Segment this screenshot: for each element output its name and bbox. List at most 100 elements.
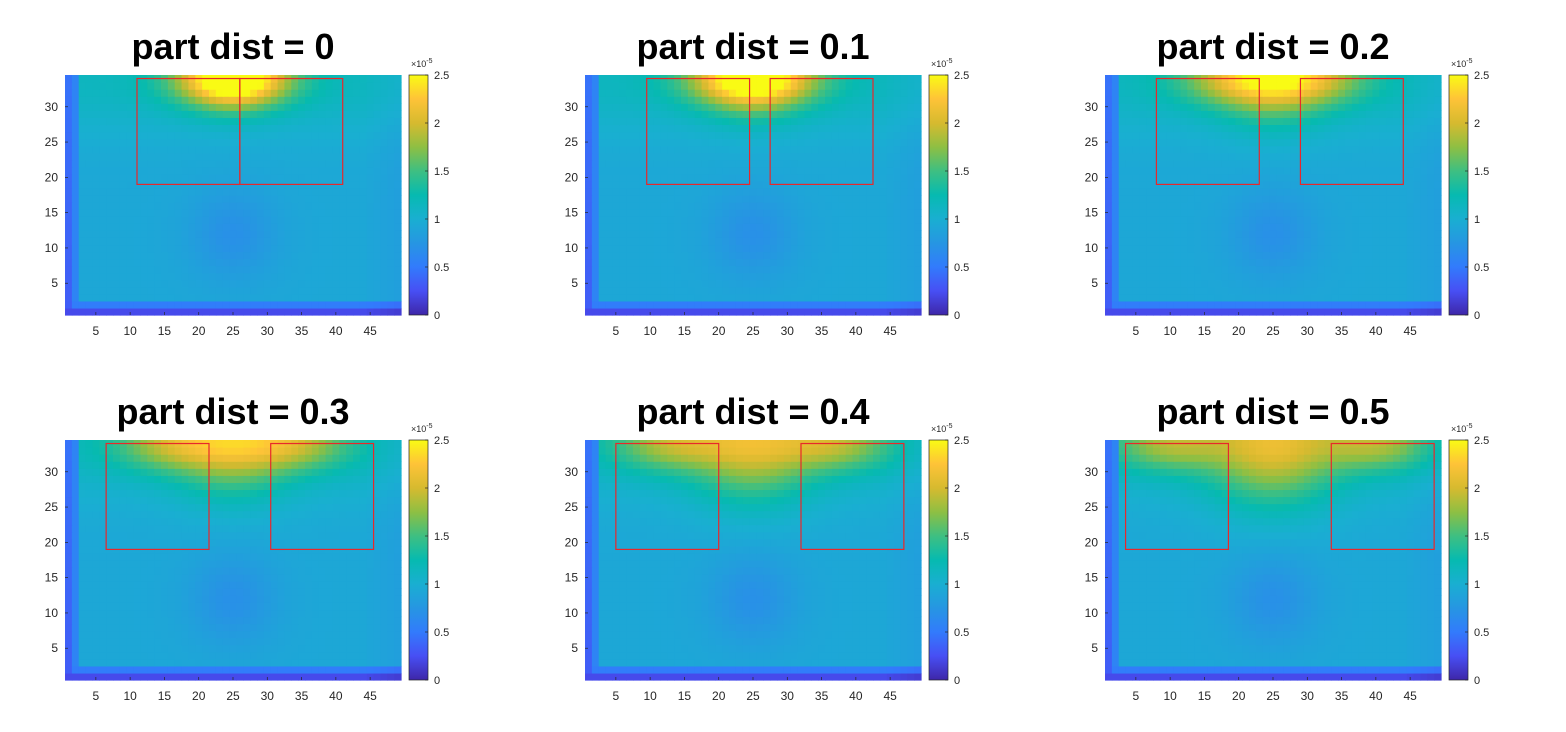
- heatmap-cell: [1269, 131, 1278, 140]
- heatmap-cell: [161, 244, 169, 253]
- heatmap-cell: [681, 159, 689, 168]
- heatmap-cell: [790, 223, 799, 231]
- x-tick-label: 25: [226, 324, 240, 338]
- heatmap-cell: [291, 131, 299, 140]
- heatmap-cell: [140, 89, 148, 97]
- heatmap-cell: [667, 216, 675, 224]
- heatmap-cell: [1317, 300, 1326, 309]
- heatmap-cell: [1139, 202, 1147, 210]
- heatmap-cell: [866, 258, 874, 267]
- heatmap-cell: [305, 89, 313, 97]
- heatmap-cell: [626, 244, 634, 253]
- heatmap-cell: [1201, 202, 1209, 210]
- heatmap-cell: [818, 251, 826, 260]
- heatmap-cell: [797, 265, 806, 274]
- heatmap-cell: [366, 286, 375, 295]
- heatmap-cell: [1379, 251, 1387, 260]
- heatmap-cell: [790, 159, 799, 168]
- heatmap-cell: [1406, 272, 1415, 281]
- heatmap-cell: [639, 286, 648, 295]
- heatmap-cell: [1351, 89, 1360, 97]
- heatmap-cell: [646, 145, 655, 154]
- heatmap-cell: [859, 202, 867, 210]
- heatmap-cell: [1317, 117, 1326, 126]
- heatmap-cell: [85, 237, 94, 246]
- heatmap-cell: [674, 230, 682, 238]
- heatmap-cell: [742, 187, 751, 196]
- heatmap-cell: [893, 195, 902, 203]
- heatmap-cell: [1201, 279, 1209, 288]
- heatmap-cell: [1249, 293, 1257, 302]
- heatmap-cell: [674, 96, 682, 104]
- heatmap-cell: [263, 237, 272, 246]
- heatmap-cell: [1242, 293, 1250, 302]
- heatmap-cell: [886, 110, 895, 118]
- heatmap-cell: [1228, 209, 1236, 217]
- heatmap-cell: [346, 237, 354, 246]
- heatmap-cell: [852, 286, 860, 295]
- heatmap-cell: [85, 75, 94, 83]
- heatmap-cell: [591, 223, 600, 231]
- heatmap-cell: [353, 152, 361, 161]
- heatmap-cell: [284, 272, 292, 281]
- heatmap-cell: [770, 279, 778, 288]
- heatmap-cell: [804, 209, 812, 217]
- heatmap-cell: [167, 166, 176, 175]
- heatmap-cell: [394, 251, 402, 260]
- heatmap-cell: [783, 117, 792, 126]
- heatmap-cell: [1255, 202, 1264, 210]
- heatmap-cell: [1358, 230, 1367, 238]
- heatmap-cell: [65, 279, 73, 288]
- heatmap-cell: [346, 202, 354, 210]
- heatmap-cell: [167, 279, 176, 288]
- heatmap-cell: [1180, 131, 1188, 140]
- heatmap-cell: [311, 138, 320, 147]
- heatmap-cell: [346, 244, 354, 253]
- heatmap-cell: [687, 110, 696, 118]
- heatmap-cell: [1125, 117, 1134, 126]
- heatmap-cell: [1310, 286, 1319, 295]
- heatmap-cell: [763, 89, 771, 97]
- heatmap-cell: [1365, 223, 1374, 231]
- heatmap-cell: [633, 173, 641, 182]
- heatmap-cell: [270, 124, 279, 133]
- heatmap-cell: [653, 202, 662, 210]
- heatmap-cell: [777, 230, 785, 238]
- heatmap-cell: [126, 117, 135, 126]
- heatmap-cell: [1201, 237, 1209, 246]
- heatmap-cell: [681, 166, 689, 175]
- heatmap-cell: [353, 117, 361, 126]
- heatmap-cell: [1303, 124, 1312, 133]
- heatmap-cell: [701, 223, 710, 231]
- heatmap-cell: [373, 131, 382, 140]
- heatmap-cell: [119, 166, 128, 175]
- heatmap-cell: [1303, 89, 1312, 97]
- heatmap-cell: [831, 131, 840, 140]
- heatmap-cell: [1386, 251, 1394, 260]
- heatmap-cell: [660, 286, 668, 295]
- heatmap-cell: [71, 145, 80, 154]
- heatmap-cell: [804, 138, 812, 147]
- heatmap-cell: [78, 124, 87, 133]
- heatmap-cell: [1159, 145, 1168, 154]
- heatmap-cell: [1331, 272, 1339, 281]
- heatmap-cell: [209, 159, 217, 168]
- heatmap-cell: [694, 195, 703, 203]
- heatmap-cell: [1255, 216, 1264, 224]
- heatmap-cell: [626, 272, 634, 281]
- heatmap-cell: [907, 258, 915, 267]
- heatmap-cell: [250, 293, 258, 302]
- heatmap-cell: [71, 159, 80, 168]
- heatmap-cell: [852, 131, 860, 140]
- heatmap-cell: [291, 237, 299, 246]
- heatmap-cell: [783, 131, 792, 140]
- heatmap-cell: [1420, 195, 1428, 203]
- heatmap-cell: [154, 131, 162, 140]
- heatmap-cell: [591, 265, 600, 274]
- heatmap-cell: [585, 195, 593, 203]
- heatmap-cell: [633, 96, 641, 104]
- heatmap-cell: [893, 138, 902, 147]
- heatmap-cell: [1187, 244, 1195, 253]
- heatmap-cell: [71, 96, 80, 104]
- heatmap-cell: [291, 223, 299, 231]
